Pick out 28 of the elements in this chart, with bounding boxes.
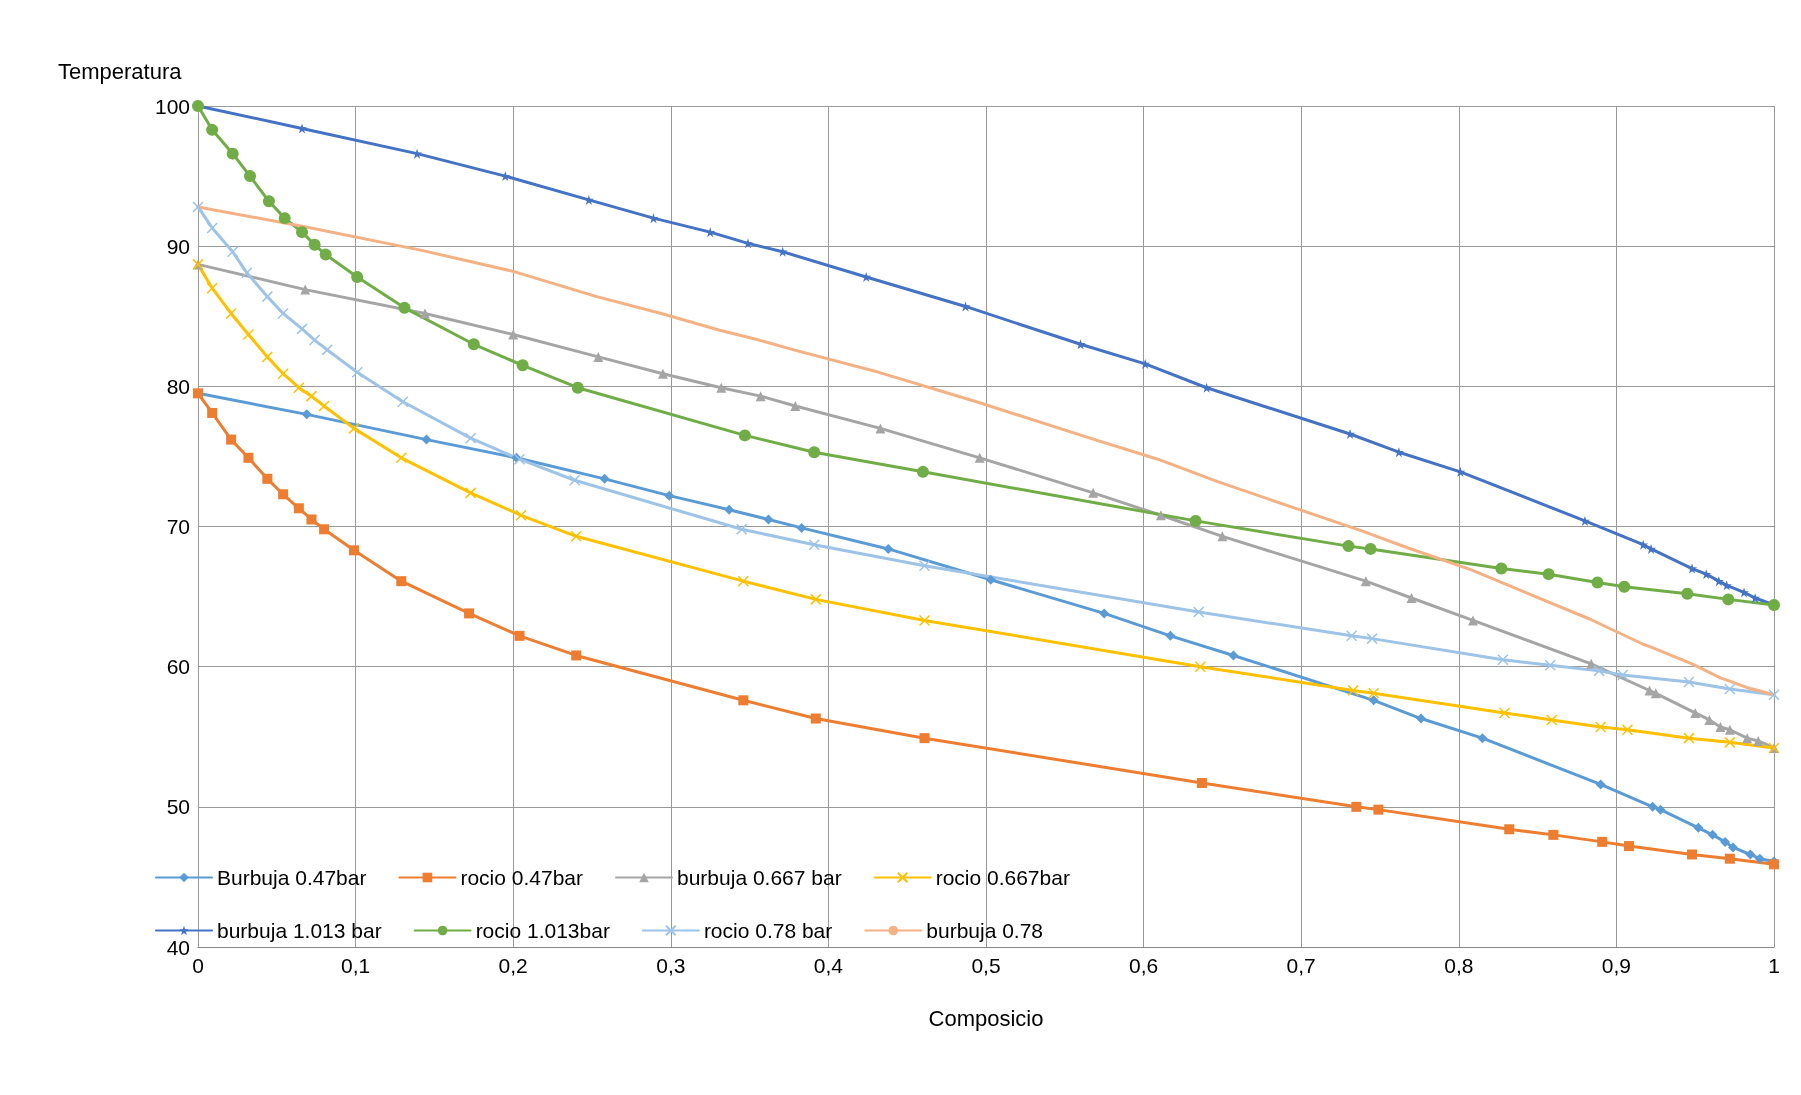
- y-axis-title: Temperatura: [58, 58, 183, 84]
- x-tick-label: 0: [192, 954, 204, 977]
- y-tick-label: 60: [166, 655, 190, 679]
- x-tick-label: 1: [1768, 954, 1780, 977]
- legend-label: rocio 0.667bar: [935, 866, 1070, 889]
- x-tick-label: 0,8: [1444, 954, 1474, 977]
- y-tick-label: 100: [154, 94, 190, 118]
- legend-label: burbuja 0.78: [926, 919, 1044, 942]
- y-tick-label: 50: [166, 795, 190, 819]
- y-tick-label: 40: [166, 935, 190, 959]
- x-axis-title: Composicio: [928, 1005, 1044, 1031]
- x-tick-label: 0,2: [498, 954, 528, 977]
- legend-label: burbuja 0.667 bar: [677, 866, 842, 889]
- y-tick-label: 90: [166, 234, 190, 258]
- legend-label: rocio 1.013bar: [475, 919, 610, 942]
- legend-label: rocio 0.78 bar: [703, 919, 833, 942]
- x-tick-label: 0,9: [1601, 954, 1631, 977]
- y-tick-label: 70: [166, 515, 190, 538]
- x-tick-label: 0,7: [1286, 954, 1316, 977]
- x-tick-label: 0,3: [656, 954, 686, 977]
- legend-label: burbuja 1.013 bar: [217, 919, 382, 942]
- x-tick-label: 0,5: [971, 954, 1001, 977]
- legend-label: rocio 0.47bar: [460, 866, 584, 889]
- y-tick-label: 80: [166, 374, 190, 398]
- x-tick-label: 0,6: [1129, 954, 1159, 977]
- x-tick-label: 0,1: [341, 954, 371, 977]
- legend-label: Burbuja 0.47bar: [217, 866, 367, 889]
- x-tick-label: 0,4: [813, 954, 844, 977]
